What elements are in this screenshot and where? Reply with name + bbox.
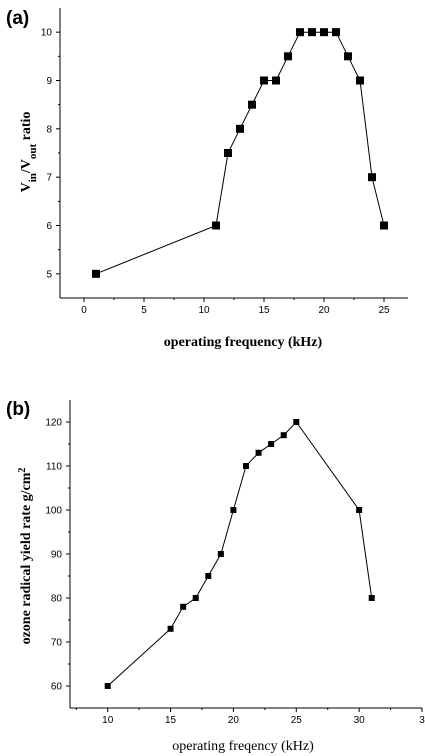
panel-b-data-point <box>180 603 187 610</box>
panel-b-series-line <box>107 421 373 687</box>
panel-b-data-point <box>356 507 363 513</box>
panel-b-label: (b) <box>6 399 30 420</box>
panel-a-data-point <box>212 221 220 230</box>
panel-a-data-point <box>380 221 388 230</box>
panel-a-y-axis-label: Vin/Vout ratio <box>19 112 39 193</box>
panel-a-y-tick-label: 8 <box>46 124 52 135</box>
panel-b-y-tick-label: 120 <box>45 418 62 429</box>
panel-b-y-tick-label: 70 <box>51 638 63 649</box>
panel-b-x-tick-label: 3 <box>419 715 425 726</box>
panel-b-x-axis-label: operating freqency (kHz) <box>172 739 314 754</box>
panel-a-x-tick-label: 25 <box>378 305 390 316</box>
panel-a-data-point <box>308 28 316 37</box>
panel-b-x-tick-label: 30 <box>354 715 366 726</box>
panel-b-y-tick-label: 90 <box>51 550 63 561</box>
panel-a-data-point <box>248 100 256 109</box>
panel-b-data-point <box>255 449 262 456</box>
panel-a-y-tick-label: 9 <box>46 76 52 87</box>
panel-a-series-line <box>95 31 385 275</box>
panel-b-data-point <box>217 551 224 557</box>
panel-a-data-point <box>332 28 340 37</box>
panel-b-x-tick-label: 15 <box>165 715 177 726</box>
panel-a-data-point <box>260 76 268 85</box>
panel-a-data-point <box>236 124 244 133</box>
panel-b-data-point <box>368 595 375 601</box>
panel-a-data-point <box>272 76 280 85</box>
panel-b-data-point <box>192 595 199 601</box>
panel-a-y-tick-label: 5 <box>46 269 52 280</box>
panel-b-y-tick-label: 100 <box>45 506 62 517</box>
panel-a-label: (a) <box>6 8 29 29</box>
panel-a-x-tick-label: 15 <box>258 305 270 316</box>
panel-b-y-tick-label: 80 <box>51 594 63 605</box>
panel-b-data-point <box>230 507 237 513</box>
panel-a-data-point <box>296 28 304 37</box>
panel-a-data-point <box>344 52 352 61</box>
panel-a-x-tick-label: 0 <box>81 305 87 316</box>
panel-b-data-point <box>293 419 300 425</box>
panel-b-y-tick-label: 110 <box>46 462 62 473</box>
panel-b-data-point <box>280 432 287 439</box>
panel-b-x-tick-label: 25 <box>291 715 303 726</box>
panel-a-x-tick-label: 5 <box>141 305 147 316</box>
panel-a: (a) operating frequency (kHz) Vin/Vout r… <box>6 8 408 350</box>
panel-a-data-point <box>368 173 376 182</box>
panel-a-x-tick-label: 10 <box>198 305 210 316</box>
panel-b: (b) operating freqency (kHz) ozone radic… <box>6 399 425 754</box>
panel-b-data-point <box>268 441 275 447</box>
panel-a-x-tick-label: 20 <box>318 305 330 316</box>
panel-a-data-point <box>224 149 232 157</box>
panel-b-x-tick-label: 20 <box>228 715 240 726</box>
panel-b-data-point <box>243 463 249 469</box>
panel-a-data-point <box>320 28 328 37</box>
panel-a-x-axis-label: operating frequency (kHz) <box>164 335 323 350</box>
panel-a-y-tick-label: 6 <box>46 221 52 232</box>
panel-b-data-point <box>104 683 111 689</box>
panel-a-data-point <box>284 52 292 61</box>
panel-a-y-tick-label: 10 <box>41 28 53 39</box>
panel-a-y-tick-label: 7 <box>46 173 52 184</box>
panel-b-y-tick-label: 60 <box>51 682 63 693</box>
panel-b-y-axis-label: ozone radical yield rate g/cm2 <box>17 468 35 645</box>
panel-a-data-point <box>92 269 100 278</box>
panel-b-x-tick-label: 10 <box>102 715 114 726</box>
panel-b-data-point <box>205 573 212 579</box>
panel-a-data-point <box>356 76 364 85</box>
panel-b-data-point <box>167 625 174 632</box>
